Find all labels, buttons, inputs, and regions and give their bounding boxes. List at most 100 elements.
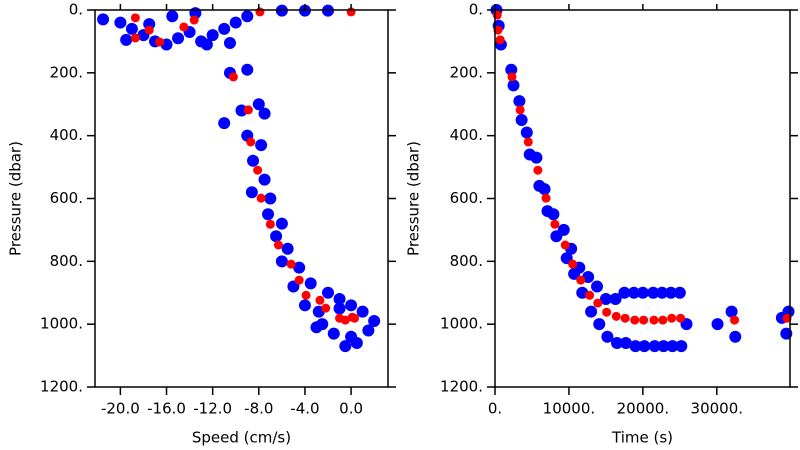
plot-frame <box>94 9 389 388</box>
point <box>656 286 669 299</box>
y-tick-label: 1000. <box>40 315 83 333</box>
point <box>538 183 551 196</box>
x-tick-label: -16.0 <box>147 400 186 418</box>
x-axis-label: Time (s) <box>611 429 673 447</box>
x-tick-label: -4.0 <box>290 400 319 418</box>
point <box>638 340 651 353</box>
x-tick-label: 30000. <box>691 400 744 418</box>
point <box>258 173 271 186</box>
y-tick-label: 400. <box>50 126 83 144</box>
point <box>619 337 632 350</box>
point <box>557 223 570 236</box>
point <box>550 219 560 229</box>
point <box>599 293 612 306</box>
point <box>585 305 598 318</box>
point <box>247 154 260 167</box>
point <box>618 286 631 299</box>
point <box>664 286 677 299</box>
point <box>253 165 263 175</box>
point <box>340 315 350 325</box>
point <box>730 315 740 325</box>
point <box>593 318 606 331</box>
point <box>667 313 677 323</box>
point <box>206 29 219 42</box>
point <box>505 63 518 76</box>
point <box>286 259 296 269</box>
point <box>647 286 660 299</box>
point <box>649 315 659 325</box>
y-tick-label: 800. <box>450 252 483 270</box>
point <box>676 313 686 323</box>
point <box>298 299 311 312</box>
x-tick-label: 0. <box>488 400 502 418</box>
point <box>673 286 686 299</box>
point <box>293 261 306 274</box>
point <box>541 193 551 203</box>
point <box>256 193 266 203</box>
point <box>333 302 346 315</box>
point <box>507 72 517 82</box>
point <box>120 33 133 46</box>
y-tick-label: 200. <box>450 63 483 81</box>
point <box>189 15 199 25</box>
point <box>611 311 621 321</box>
point <box>547 208 560 221</box>
point <box>200 38 213 51</box>
point <box>657 340 670 353</box>
point <box>218 22 231 35</box>
point <box>523 137 533 147</box>
point <box>495 35 505 45</box>
y-tick-label: 200. <box>50 63 83 81</box>
point <box>130 33 140 43</box>
y-axis-label: Pressure (dbar) <box>7 141 25 256</box>
point <box>620 313 630 323</box>
x-tick-label: -20.0 <box>101 400 140 418</box>
point <box>350 313 360 323</box>
point <box>711 318 724 331</box>
point <box>515 105 525 115</box>
point <box>520 126 533 139</box>
point <box>368 315 381 328</box>
point <box>492 10 502 20</box>
point <box>321 303 331 313</box>
plot-frame <box>494 9 791 388</box>
point <box>228 72 238 82</box>
point <box>602 307 612 317</box>
point <box>130 13 140 23</box>
point <box>530 151 543 164</box>
point <box>241 10 254 23</box>
point <box>270 230 283 243</box>
point <box>245 186 258 199</box>
point <box>166 10 179 23</box>
x-axis-label: Speed (cm/s) <box>192 429 291 447</box>
point <box>315 295 325 305</box>
point <box>666 340 679 353</box>
point <box>356 305 369 318</box>
point <box>533 165 543 175</box>
point <box>729 330 742 343</box>
point <box>294 275 304 285</box>
point <box>255 7 265 17</box>
point <box>362 324 375 337</box>
point <box>568 259 578 269</box>
y-tick-label: 600. <box>50 189 83 207</box>
point <box>246 137 256 147</box>
point <box>345 299 358 312</box>
x-tick-label: 20000. <box>617 400 670 418</box>
point <box>636 286 649 299</box>
point <box>339 340 352 353</box>
point <box>333 293 346 306</box>
point <box>264 192 277 205</box>
x-tick-label: -8.0 <box>244 400 273 418</box>
point <box>327 327 340 340</box>
point <box>97 13 110 26</box>
point <box>725 305 738 318</box>
point <box>515 113 528 126</box>
x-tick-label: 0.0 <box>339 400 363 418</box>
point <box>648 340 661 353</box>
point <box>675 340 688 353</box>
point <box>243 105 253 115</box>
point <box>273 240 283 250</box>
point <box>114 16 127 29</box>
point <box>252 98 265 111</box>
